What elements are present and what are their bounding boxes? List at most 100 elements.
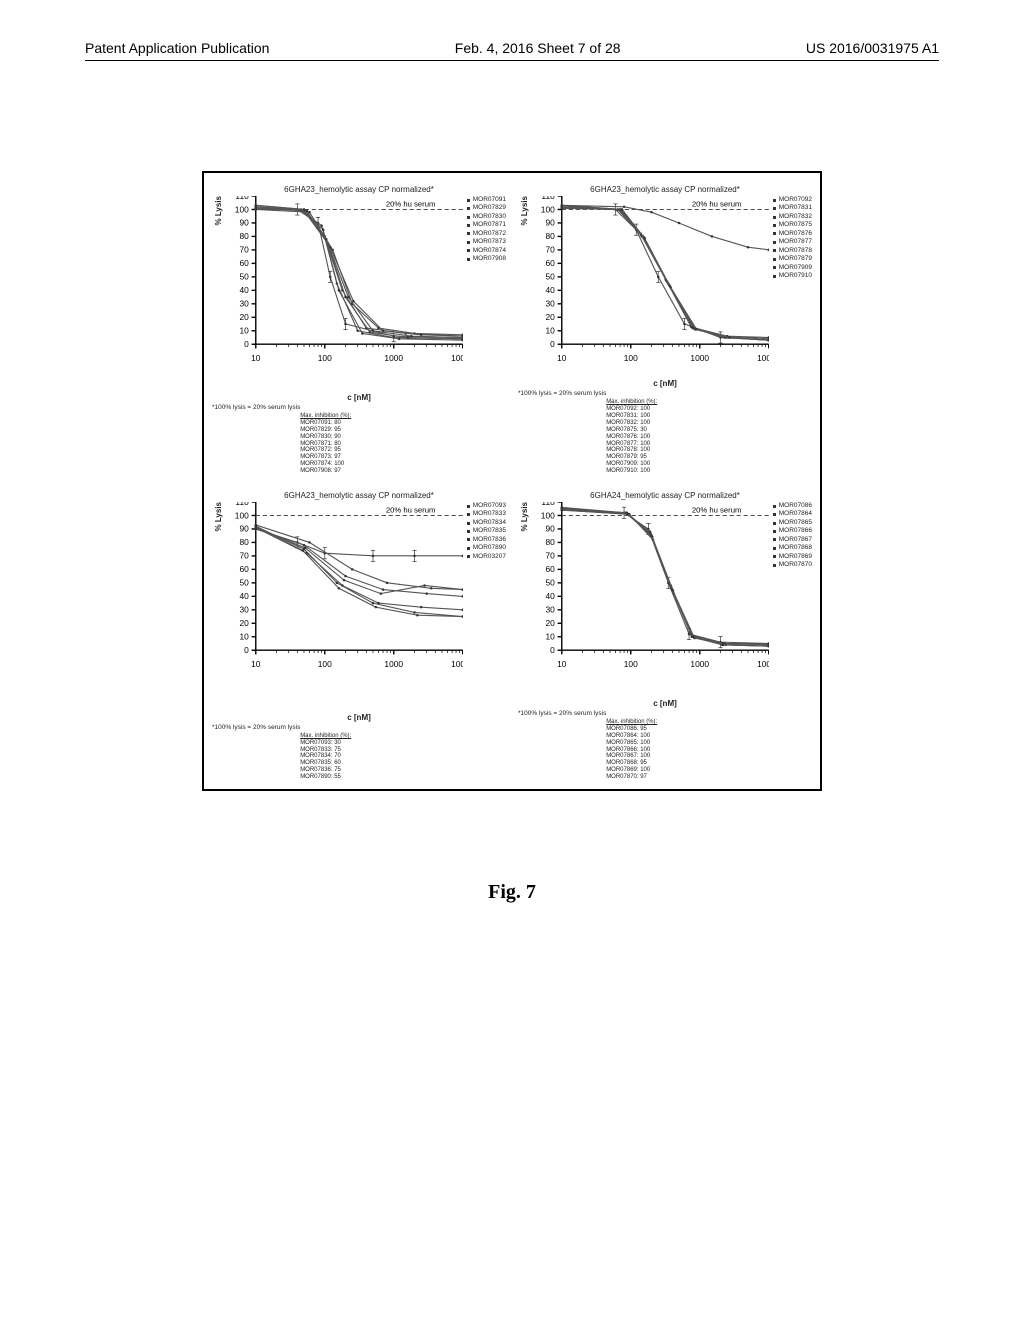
legend-label: MOR07830 [473, 213, 506, 221]
svg-text:10: 10 [545, 326, 555, 336]
legend-marker-icon [773, 564, 776, 567]
header-center: Feb. 4, 2016 Sheet 7 of 28 [455, 40, 621, 56]
legend-item: MOR07832 [773, 213, 812, 221]
svg-text:60: 60 [545, 564, 555, 574]
legend-item: MOR07874 [467, 247, 506, 255]
chart-legend: MOR07091MOR07829MOR07830MOR07871MOR07872… [467, 196, 506, 264]
svg-text:100: 100 [541, 510, 555, 520]
svg-text:30: 30 [545, 605, 555, 615]
legend-marker-icon [773, 249, 776, 252]
legend-marker-icon [773, 530, 776, 533]
svg-text:20: 20 [545, 618, 555, 628]
max-inhibition-row: MOR07835: 60 [300, 760, 506, 767]
series-curve [562, 510, 769, 646]
svg-text:1000: 1000 [690, 353, 709, 363]
series-curve [562, 205, 769, 249]
series-curve [562, 208, 769, 340]
max-inhibition-row: MOR07830: 90 [300, 434, 506, 441]
legend-item: MOR07833 [467, 510, 506, 518]
legend-label: MOR07876 [779, 230, 812, 238]
chart-legend: MOR07093MOR07833MOR07834MOR07835MOR07836… [467, 502, 506, 561]
max-inhibition-row: MOR07876: 100 [606, 434, 812, 441]
svg-text:30: 30 [239, 299, 249, 309]
legend-label: MOR07868 [779, 544, 812, 552]
svg-text:10: 10 [251, 353, 261, 363]
svg-text:0: 0 [550, 339, 555, 349]
svg-text:50: 50 [545, 272, 555, 282]
chart-footnote: *100% lysis = 20% serum lysis [518, 710, 812, 717]
legend-item: MOR07831 [773, 204, 812, 212]
legend-marker-icon [773, 547, 776, 550]
legend-marker-icon [773, 199, 776, 202]
max-inhibition-header: Max. inhibition (%): [300, 413, 506, 420]
max-inhibition-row: MOR07869: 100 [606, 767, 812, 774]
svg-text:10: 10 [239, 632, 249, 642]
legend-label: MOR07091 [473, 196, 506, 204]
chart-legend: MOR07092MOR07831MOR07832MOR07875MOR07876… [773, 196, 812, 280]
legend-item: MOR07908 [467, 255, 506, 263]
series-curve [562, 510, 769, 645]
svg-text:100: 100 [624, 353, 638, 363]
max-inhibition-row: MOR07910: 100 [606, 468, 812, 475]
legend-item: MOR07876 [773, 230, 812, 238]
max-inhibition-block: Max. inhibition (%):MOR07093: 30MOR07833… [300, 733, 506, 781]
max-inhibition-row: MOR07091: 80 [300, 420, 506, 427]
max-inhibition-row: MOR07836: 75 [300, 767, 506, 774]
legend-marker-icon [467, 530, 470, 533]
y-axis-label: % Lysis [212, 196, 223, 226]
svg-text:60: 60 [239, 564, 249, 574]
figure-box: 6GHA23_hemolytic assay CP normalized* % L… [202, 171, 822, 791]
header-right: US 2016/0031975 A1 [806, 40, 939, 56]
legend-item: MOR07836 [467, 536, 506, 544]
legend-label: MOR07908 [473, 255, 506, 263]
legend-item: MOR07867 [773, 536, 812, 544]
max-inhibition-header: Max. inhibition (%): [606, 399, 812, 406]
svg-text:50: 50 [239, 272, 249, 282]
legend-item: MOR07834 [467, 519, 506, 527]
legend-label: MOR07831 [779, 204, 812, 212]
max-inhibition-row: MOR07879: 95 [606, 454, 812, 461]
legend-item: MOR07878 [773, 247, 812, 255]
max-inhibition-row: MOR07834: 70 [300, 753, 506, 760]
max-inhibition-row: MOR07868: 95 [606, 760, 812, 767]
legend-marker-icon [467, 224, 470, 227]
svg-text:20: 20 [239, 618, 249, 628]
x-axis-label: c [nM] [212, 393, 506, 402]
max-inhibition-row: MOR07092: 100 [606, 406, 812, 413]
max-inhibition-row: MOR07093: 30 [300, 740, 506, 747]
legend-label: MOR07093 [473, 502, 506, 510]
series-curve [562, 509, 769, 644]
max-inhibition-row: MOR07908: 97 [300, 468, 506, 475]
svg-text:80: 80 [545, 231, 555, 241]
legend-marker-icon [773, 513, 776, 516]
series-curve [256, 209, 463, 340]
series-curve [562, 509, 769, 646]
svg-text:80: 80 [239, 537, 249, 547]
legend-marker-icon [467, 216, 470, 219]
svg-text:110: 110 [235, 502, 249, 507]
series-curve [256, 205, 463, 338]
chart-footnote: *100% lysis = 20% serum lysis [518, 390, 812, 397]
svg-text:70: 70 [239, 245, 249, 255]
legend-item: MOR07872 [467, 230, 506, 238]
max-inhibition-row: MOR07867: 100 [606, 753, 812, 760]
legend-label: MOR07869 [779, 553, 812, 561]
legend-item: MOR07830 [467, 213, 506, 221]
legend-marker-icon [467, 258, 470, 261]
legend-label: MOR07871 [473, 221, 506, 229]
legend-label: MOR07890 [473, 544, 506, 552]
max-inhibition-block: Max. inhibition (%):MOR07091: 80MOR07829… [300, 413, 506, 475]
chart-title: 6GHA23_hemolytic assay CP normalized* [518, 185, 812, 194]
series-curve [562, 208, 769, 340]
max-inhibition-row: MOR07872: 95 [300, 447, 506, 454]
legend-marker-icon [467, 232, 470, 235]
chart-footnote: *100% lysis = 20% serum lysis [212, 404, 506, 411]
chart-panel: 6GHA23_hemolytic assay CP normalized*% L… [212, 185, 506, 475]
legend-marker-icon [773, 538, 776, 541]
legend-marker-icon [467, 207, 470, 210]
header-left: Patent Application Publication [85, 40, 269, 56]
svg-text:100: 100 [318, 353, 332, 363]
svg-text:20: 20 [239, 312, 249, 322]
x-axis-label: c [nM] [518, 699, 812, 708]
legend-marker-icon [773, 522, 776, 525]
